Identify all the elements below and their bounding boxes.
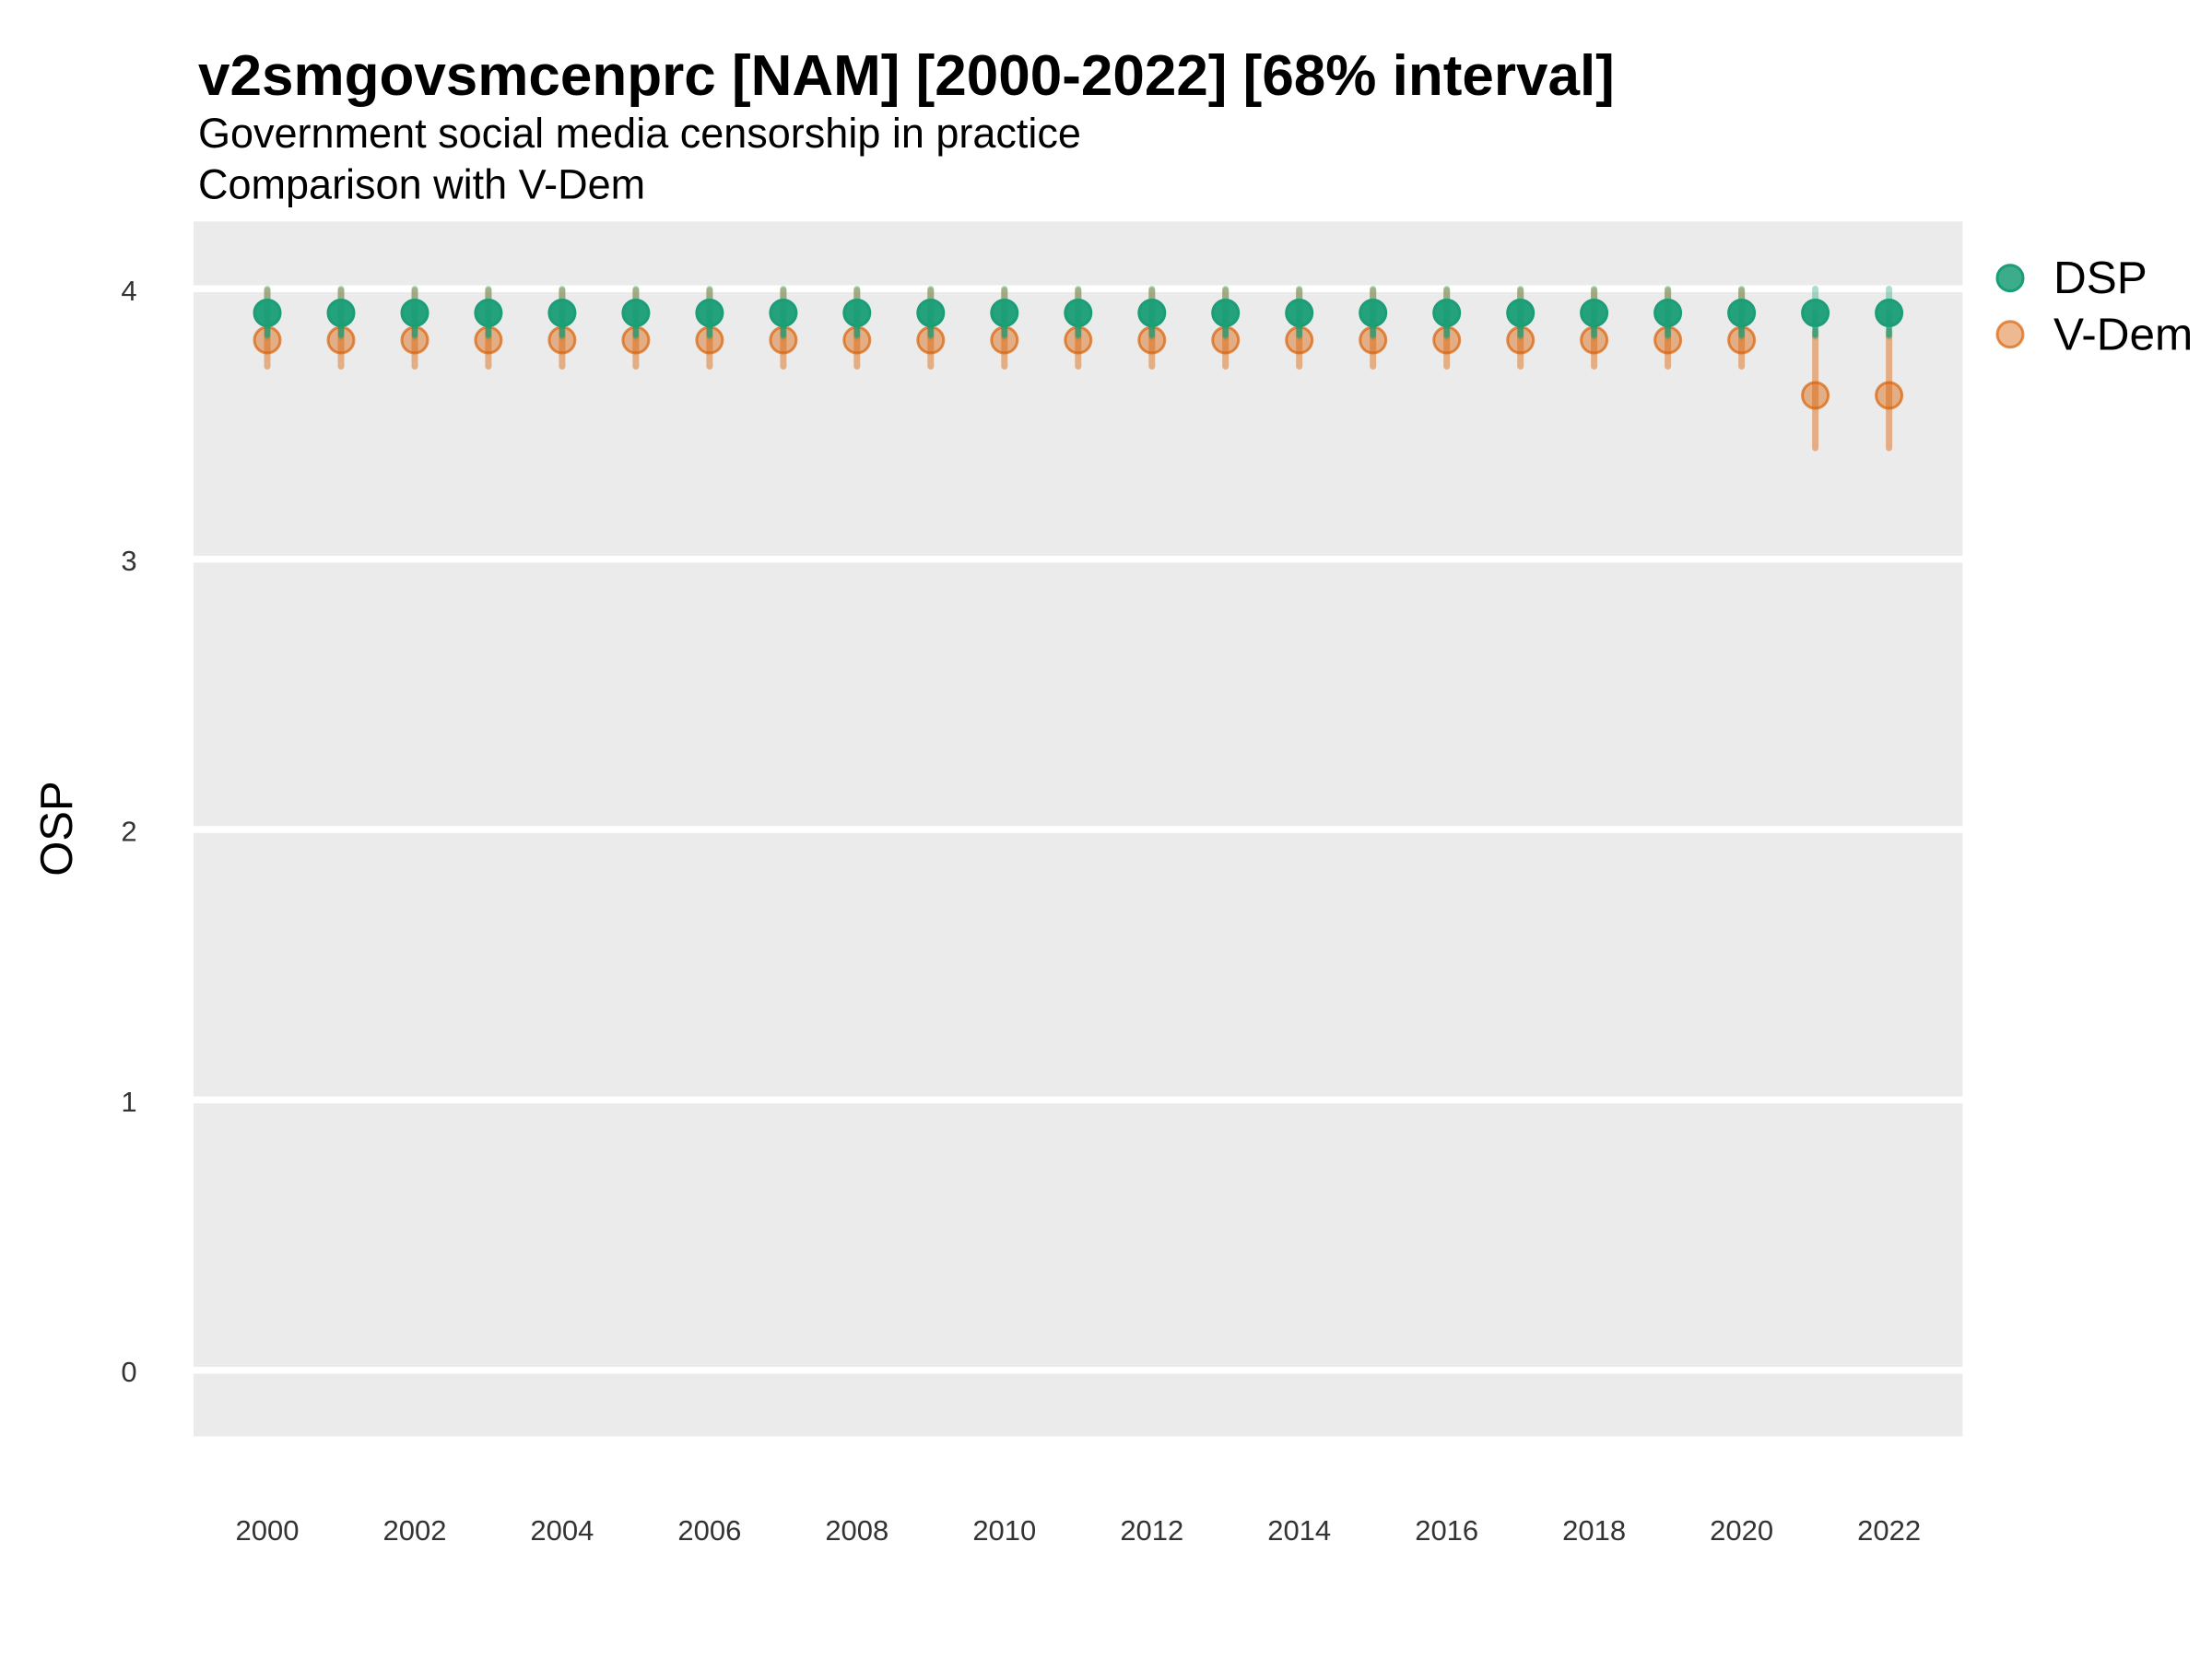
svg-text:DSP: DSP — [2053, 253, 2147, 303]
svg-text:2018: 2018 — [1562, 1514, 1626, 1547]
svg-text:2020: 2020 — [1710, 1514, 1773, 1547]
svg-text:3: 3 — [121, 545, 136, 577]
svg-text:2008: 2008 — [825, 1514, 888, 1547]
svg-text:2000: 2000 — [236, 1514, 300, 1547]
svg-text:2022: 2022 — [1857, 1514, 1921, 1547]
svg-text:Comparison with V-Dem: Comparison with V-Dem — [198, 161, 645, 208]
svg-text:Government social media censor: Government social media censorship in pr… — [198, 110, 1081, 157]
svg-text:v2smgovsmcenprc [NAM] [2000-20: v2smgovsmcenprc [NAM] [2000-2022] [68% i… — [198, 44, 1615, 108]
svg-text:0: 0 — [121, 1356, 136, 1388]
svg-text:2010: 2010 — [972, 1514, 1036, 1547]
svg-text:4: 4 — [121, 275, 136, 307]
svg-text:2014: 2014 — [1267, 1514, 1331, 1547]
svg-text:2012: 2012 — [1120, 1514, 1183, 1547]
svg-text:2: 2 — [121, 816, 136, 848]
svg-text:2002: 2002 — [383, 1514, 447, 1547]
svg-text:2016: 2016 — [1415, 1514, 1478, 1547]
svg-text:1: 1 — [121, 1086, 136, 1118]
svg-text:2004: 2004 — [530, 1514, 594, 1547]
svg-text:2006: 2006 — [677, 1514, 741, 1547]
svg-text:OSP: OSP — [32, 781, 82, 876]
svg-text:V-Dem: V-Dem — [2053, 309, 2193, 359]
